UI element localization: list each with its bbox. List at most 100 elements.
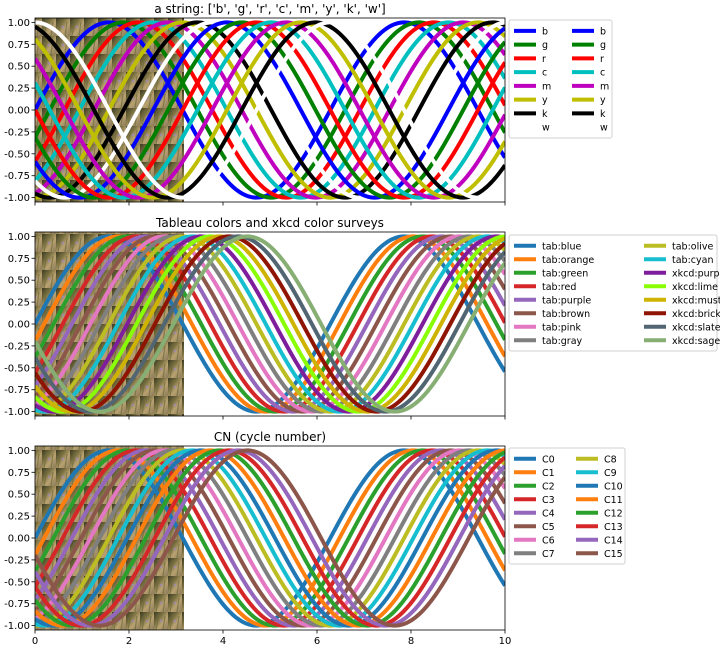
- legend-label: b: [542, 26, 548, 37]
- legend-label: xkcd:lime green: [672, 282, 720, 293]
- legend-label: C9: [604, 468, 617, 479]
- y-tick-label: 1.00: [8, 18, 30, 29]
- series-line: [35, 234, 505, 414]
- legend-label: c: [542, 68, 547, 79]
- y-tick-label: 1.00: [8, 232, 30, 243]
- series-line: [35, 448, 505, 628]
- x-tick-label: 4: [220, 636, 226, 647]
- series-line: [35, 234, 505, 414]
- series-line: [35, 448, 505, 628]
- y-tick-label: 0.50: [8, 62, 30, 73]
- series-line: [35, 20, 505, 200]
- series-line: [35, 448, 505, 628]
- legend-label: C5: [542, 522, 555, 533]
- series-line: [35, 448, 505, 628]
- series-line: [35, 448, 505, 628]
- legend-label: tab:cyan: [672, 255, 713, 266]
- series-line: [35, 20, 505, 200]
- y-tick-label: 1.00: [8, 446, 30, 457]
- legend-label: tab:green: [542, 268, 588, 279]
- series-line: [35, 20, 505, 200]
- legend-label: g: [542, 40, 548, 51]
- legend-label: y: [600, 95, 606, 106]
- series-line: [35, 234, 505, 414]
- series-line: [35, 20, 505, 200]
- series-line: [35, 20, 505, 200]
- legend-label: C15: [604, 549, 623, 560]
- legend-label: C4: [542, 508, 555, 519]
- y-tick-label: -1.00: [4, 193, 30, 204]
- series-line: [35, 234, 505, 414]
- y-tick-label: 0.50: [8, 276, 30, 287]
- series-line: [35, 448, 505, 628]
- legend-label: b: [600, 26, 606, 37]
- legend-label: r: [600, 54, 604, 65]
- y-tick-label: 0.75: [8, 468, 30, 479]
- y-tick-label: 0.00: [8, 320, 30, 331]
- series-line: [35, 448, 505, 628]
- y-tick-label: -1.00: [4, 621, 30, 632]
- legend-label: w: [600, 123, 608, 134]
- y-tick-label: -0.75: [4, 385, 30, 396]
- legend-label: tab:pink: [542, 322, 581, 333]
- legend-label: C3: [542, 495, 555, 506]
- legend-label: tab:red: [542, 282, 576, 293]
- panel-1: a string: ['b', 'g', 'r', 'c', 'm', 'y',…: [4, 2, 506, 206]
- legend-label: c: [600, 68, 605, 79]
- legend-label: xkcd:mustard: [672, 295, 720, 306]
- legend-label: tab:blue: [542, 241, 581, 252]
- legend-label: tab:purple: [542, 295, 591, 306]
- y-tick-label: 0.75: [8, 254, 30, 265]
- series-line: [35, 20, 505, 200]
- legend-label: tab:brown: [542, 309, 590, 320]
- series-line: [35, 448, 505, 628]
- legend-label: C7: [542, 549, 555, 560]
- x-tick-label: 0: [32, 636, 38, 647]
- y-tick-label: 0.25: [8, 512, 30, 523]
- legend-label: xkcd:brick red: [672, 309, 720, 320]
- legend-label: y: [542, 95, 548, 106]
- legend-label: k: [542, 109, 548, 120]
- legend-label: r: [542, 54, 546, 65]
- legend-label: m: [600, 81, 609, 92]
- y-tick-label: 0.00: [8, 534, 30, 545]
- series-line: [35, 20, 505, 200]
- legend-label: tab:orange: [542, 255, 594, 266]
- x-tick-label: 2: [126, 636, 132, 647]
- series-line: [35, 448, 505, 628]
- x-tick-label: 8: [408, 636, 414, 647]
- legend-label: C13: [604, 522, 623, 533]
- legend-label: k: [600, 109, 606, 120]
- y-tick-label: 0.00: [8, 106, 30, 117]
- legend-label: C0: [542, 454, 555, 465]
- legend-label: m: [542, 81, 551, 92]
- chart-title: CN (cycle number): [214, 430, 326, 444]
- legend-label: xkcd:sage: [672, 336, 720, 347]
- legend: tab:blue tab:orange tab:green tab:red tab:pu…: [508, 234, 720, 352]
- series-line: [35, 234, 505, 414]
- chart-title: a string: ['b', 'g', 'r', 'c', 'm', 'y',…: [154, 2, 385, 16]
- legend-label: tab:olive: [672, 241, 713, 252]
- series-line: [35, 234, 505, 414]
- x-tick-label: 10: [499, 636, 512, 647]
- series-line: [35, 234, 505, 414]
- legend-label: C14: [604, 535, 623, 546]
- y-tick-label: -0.25: [4, 555, 30, 566]
- y-tick-label: -0.50: [4, 363, 30, 374]
- series-line: [35, 20, 505, 200]
- panel-3: CN (cycle number) 1.00 0.75 0.50 0.25 0.00 -0.…: [4, 430, 511, 647]
- legend-label: C11: [604, 495, 623, 506]
- series-line: [35, 448, 505, 628]
- series-line: [35, 20, 505, 200]
- legend-label: xkcd:purple: [672, 268, 720, 279]
- y-tick-label: -1.00: [4, 407, 30, 418]
- series-line: [35, 234, 505, 414]
- legend-label: C8: [604, 454, 617, 465]
- y-tick-label: -0.25: [4, 127, 30, 138]
- series-line: [35, 448, 505, 628]
- series-line: [35, 20, 505, 200]
- x-tick-label: 6: [314, 636, 320, 647]
- legend-label: C12: [604, 508, 623, 519]
- series-line: [35, 448, 505, 628]
